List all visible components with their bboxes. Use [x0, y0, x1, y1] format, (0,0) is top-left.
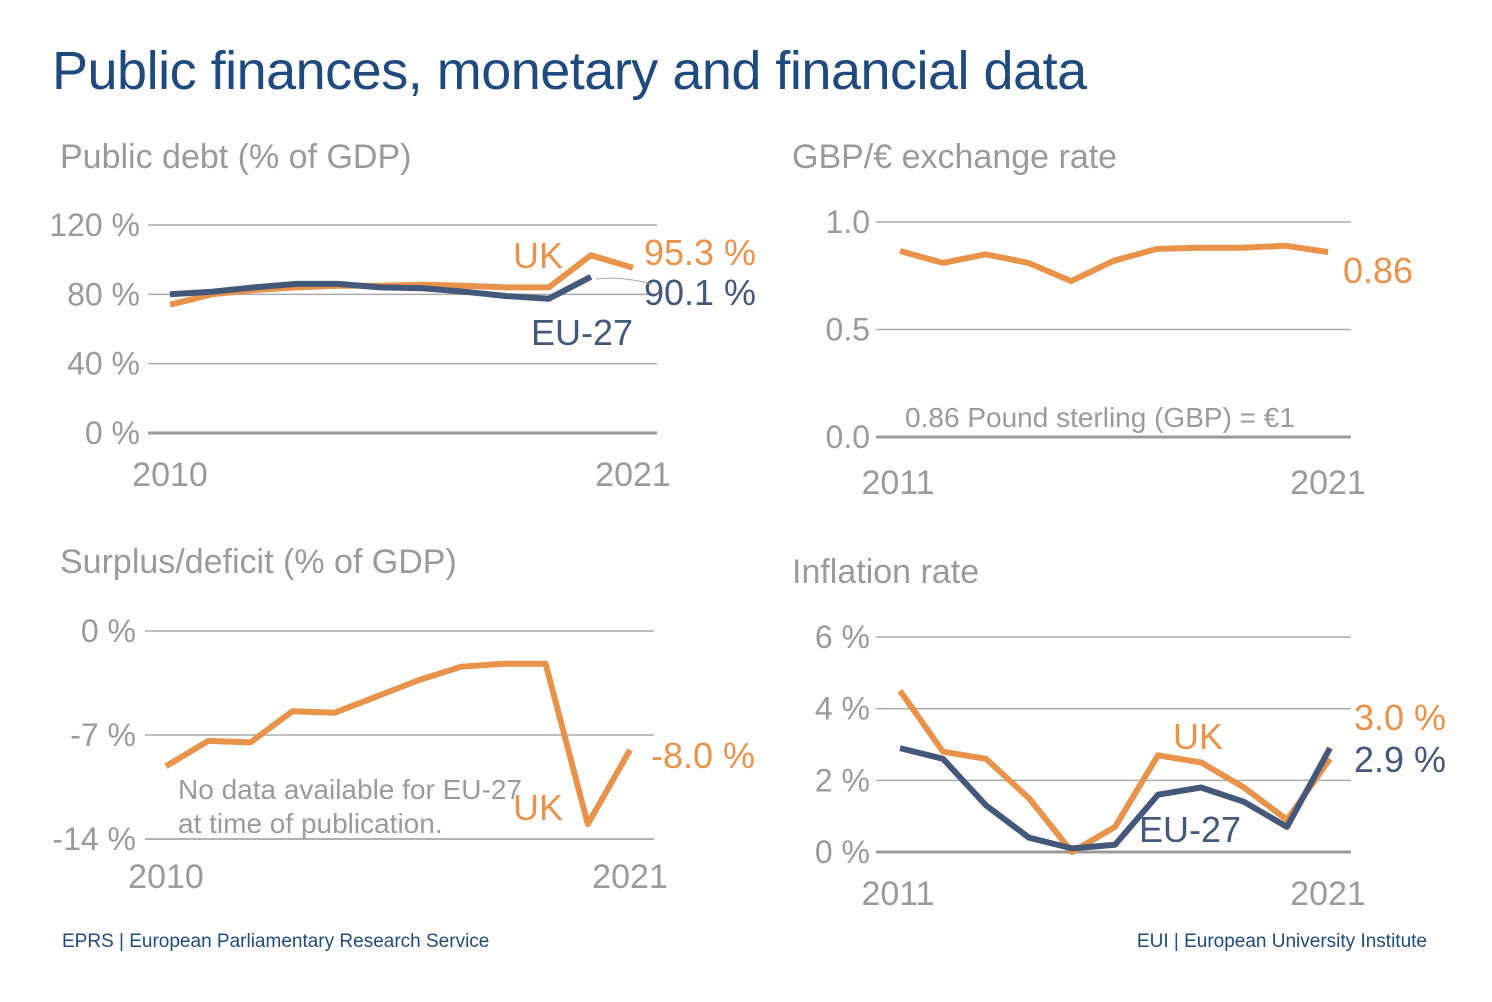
- series-name-label: UK: [1173, 716, 1223, 757]
- series-name-label: UK: [513, 235, 563, 276]
- annotation-text: 0.86 Pound sterling (GBP) = €1: [905, 402, 1295, 433]
- leader-line: [595, 277, 653, 285]
- series-line-gbp: [899, 242, 1329, 285]
- x-tick-label: 2010: [132, 456, 208, 494]
- chart-title: Public debt (% of GDP): [60, 138, 411, 176]
- y-tick-label: 1.0: [826, 204, 870, 240]
- annotation-text: at time of publication.: [178, 808, 443, 839]
- x-tick-label: 2021: [1290, 875, 1366, 913]
- y-tick-label: 40 %: [67, 346, 140, 382]
- chart-title: Inflation rate: [792, 553, 979, 591]
- footer-right: EUI | European University Institute: [1136, 931, 1427, 952]
- x-tick-label: 2011: [861, 875, 934, 913]
- end-value-label: 0.86: [1343, 250, 1413, 291]
- y-tick-label: 0 %: [815, 834, 870, 870]
- y-tick-label: 0.0: [826, 419, 870, 455]
- y-tick-label: 4 %: [815, 691, 870, 727]
- y-tick-label: 0.5: [826, 312, 870, 348]
- series-line-eu-27: [899, 745, 1333, 852]
- x-tick-label: 2010: [128, 858, 204, 896]
- series-name-label: EU-27: [1139, 809, 1241, 850]
- x-tick-label: 2021: [1290, 464, 1366, 502]
- x-tick-label: 2021: [592, 858, 668, 896]
- page-title: Public finances, monetary and financial …: [52, 41, 1087, 101]
- y-tick-label: 120 %: [49, 207, 140, 243]
- series-name-label: EU-27: [531, 312, 633, 353]
- y-tick-label: 0 %: [81, 613, 136, 649]
- series-line-uk: [169, 252, 634, 308]
- footer-left: EPRS | European Parliamentary Research S…: [62, 931, 490, 952]
- chart-title: Surplus/deficit (% of GDP): [60, 543, 457, 581]
- end-value-label: 95.3 %: [644, 232, 756, 273]
- end-value-label: 2.9 %: [1354, 739, 1446, 780]
- series-line-uk: [164, 660, 633, 828]
- y-tick-label: -14 %: [52, 821, 136, 857]
- annotation-text: No data available for EU-27: [178, 774, 522, 805]
- x-tick-label: 2011: [861, 464, 934, 502]
- series-name-label: UK: [513, 787, 563, 828]
- end-value-label: -8.0 %: [651, 735, 755, 776]
- y-tick-label: -7 %: [70, 717, 136, 753]
- y-tick-label: 80 %: [67, 276, 140, 312]
- y-tick-label: 2 %: [815, 762, 870, 798]
- end-value-label: 3.0 %: [1354, 697, 1446, 738]
- y-tick-label: 6 %: [815, 619, 870, 655]
- series-line-uk: [897, 689, 1333, 855]
- x-tick-label: 2021: [595, 456, 671, 494]
- y-tick-label: 0 %: [85, 415, 140, 451]
- end-value-label: 90.1 %: [644, 272, 756, 313]
- chart-title: GBP/€ exchange rate: [792, 138, 1117, 176]
